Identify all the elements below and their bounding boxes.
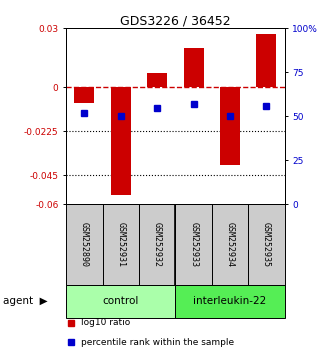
- Bar: [220, 87, 240, 165]
- Text: interleukin-22: interleukin-22: [193, 296, 267, 306]
- Bar: [66, 285, 175, 318]
- Text: GSM252932: GSM252932: [153, 222, 162, 267]
- Bar: [184, 48, 204, 87]
- Bar: [248, 205, 285, 285]
- Title: GDS3226 / 36452: GDS3226 / 36452: [120, 14, 231, 27]
- Text: GSM252935: GSM252935: [262, 222, 271, 267]
- Bar: [175, 285, 285, 318]
- Bar: [175, 205, 212, 285]
- Bar: [74, 87, 94, 103]
- Bar: [139, 205, 175, 285]
- Text: GSM252934: GSM252934: [225, 222, 235, 267]
- Bar: [111, 87, 131, 195]
- Bar: [257, 34, 276, 87]
- Bar: [103, 205, 139, 285]
- Bar: [147, 73, 167, 87]
- Text: GSM252890: GSM252890: [80, 222, 89, 267]
- Bar: [66, 205, 103, 285]
- Text: log10 ratio: log10 ratio: [81, 318, 131, 327]
- Text: control: control: [103, 296, 139, 306]
- Bar: [212, 205, 248, 285]
- Text: GSM252933: GSM252933: [189, 222, 198, 267]
- Text: percentile rank within the sample: percentile rank within the sample: [81, 338, 235, 347]
- Text: agent  ▶: agent ▶: [3, 296, 48, 306]
- Text: GSM252931: GSM252931: [116, 222, 125, 267]
